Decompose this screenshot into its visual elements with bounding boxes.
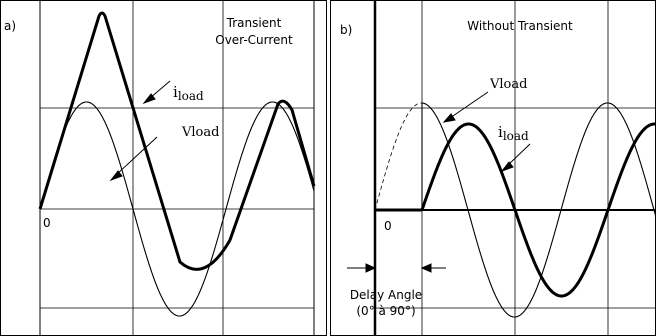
panel-a-origin: 0 [43, 216, 51, 230]
panel-a-letter: a) [4, 19, 16, 33]
panel-b-voltage-wave [421, 102, 656, 318]
panel-b-origin: 0 [384, 219, 392, 233]
panel-a: a) Transient Over-Current iload Vload 0 [0, 0, 327, 336]
panel-b-current-label: iload [498, 123, 529, 143]
panel-b-arrows [347, 91, 531, 273]
panel-b-voltage-dashed [374, 102, 422, 211]
panel-a-title-line2: Over-Current [215, 33, 293, 47]
panel-a-current-wave [38, 11, 316, 271]
panel-a-arrows [109, 80, 171, 182]
panel-b-voltage-label: Vload [489, 77, 527, 92]
panel-a-voltage-label: Vload [181, 125, 219, 140]
panel-a-title-line1: Transient [226, 16, 282, 30]
panel-b-current-wave [420, 122, 656, 298]
panel-a-current-label: iload [173, 83, 204, 103]
delay-angle-range: (0° à 90°) [356, 304, 415, 318]
panel-b: b) Without Transient Vload iload 0 Delay… [330, 0, 656, 336]
panel-b-border [330, 0, 656, 336]
panel-a-voltage-wave [39, 101, 315, 317]
panel-b-title: Without Transient [467, 19, 573, 33]
panel-a-border [0, 0, 327, 336]
panel-b-grid [375, 0, 656, 336]
delay-angle-label: Delay Angle [350, 288, 422, 302]
panel-a-grid [40, 0, 314, 336]
panel-b-letter: b) [340, 23, 352, 37]
